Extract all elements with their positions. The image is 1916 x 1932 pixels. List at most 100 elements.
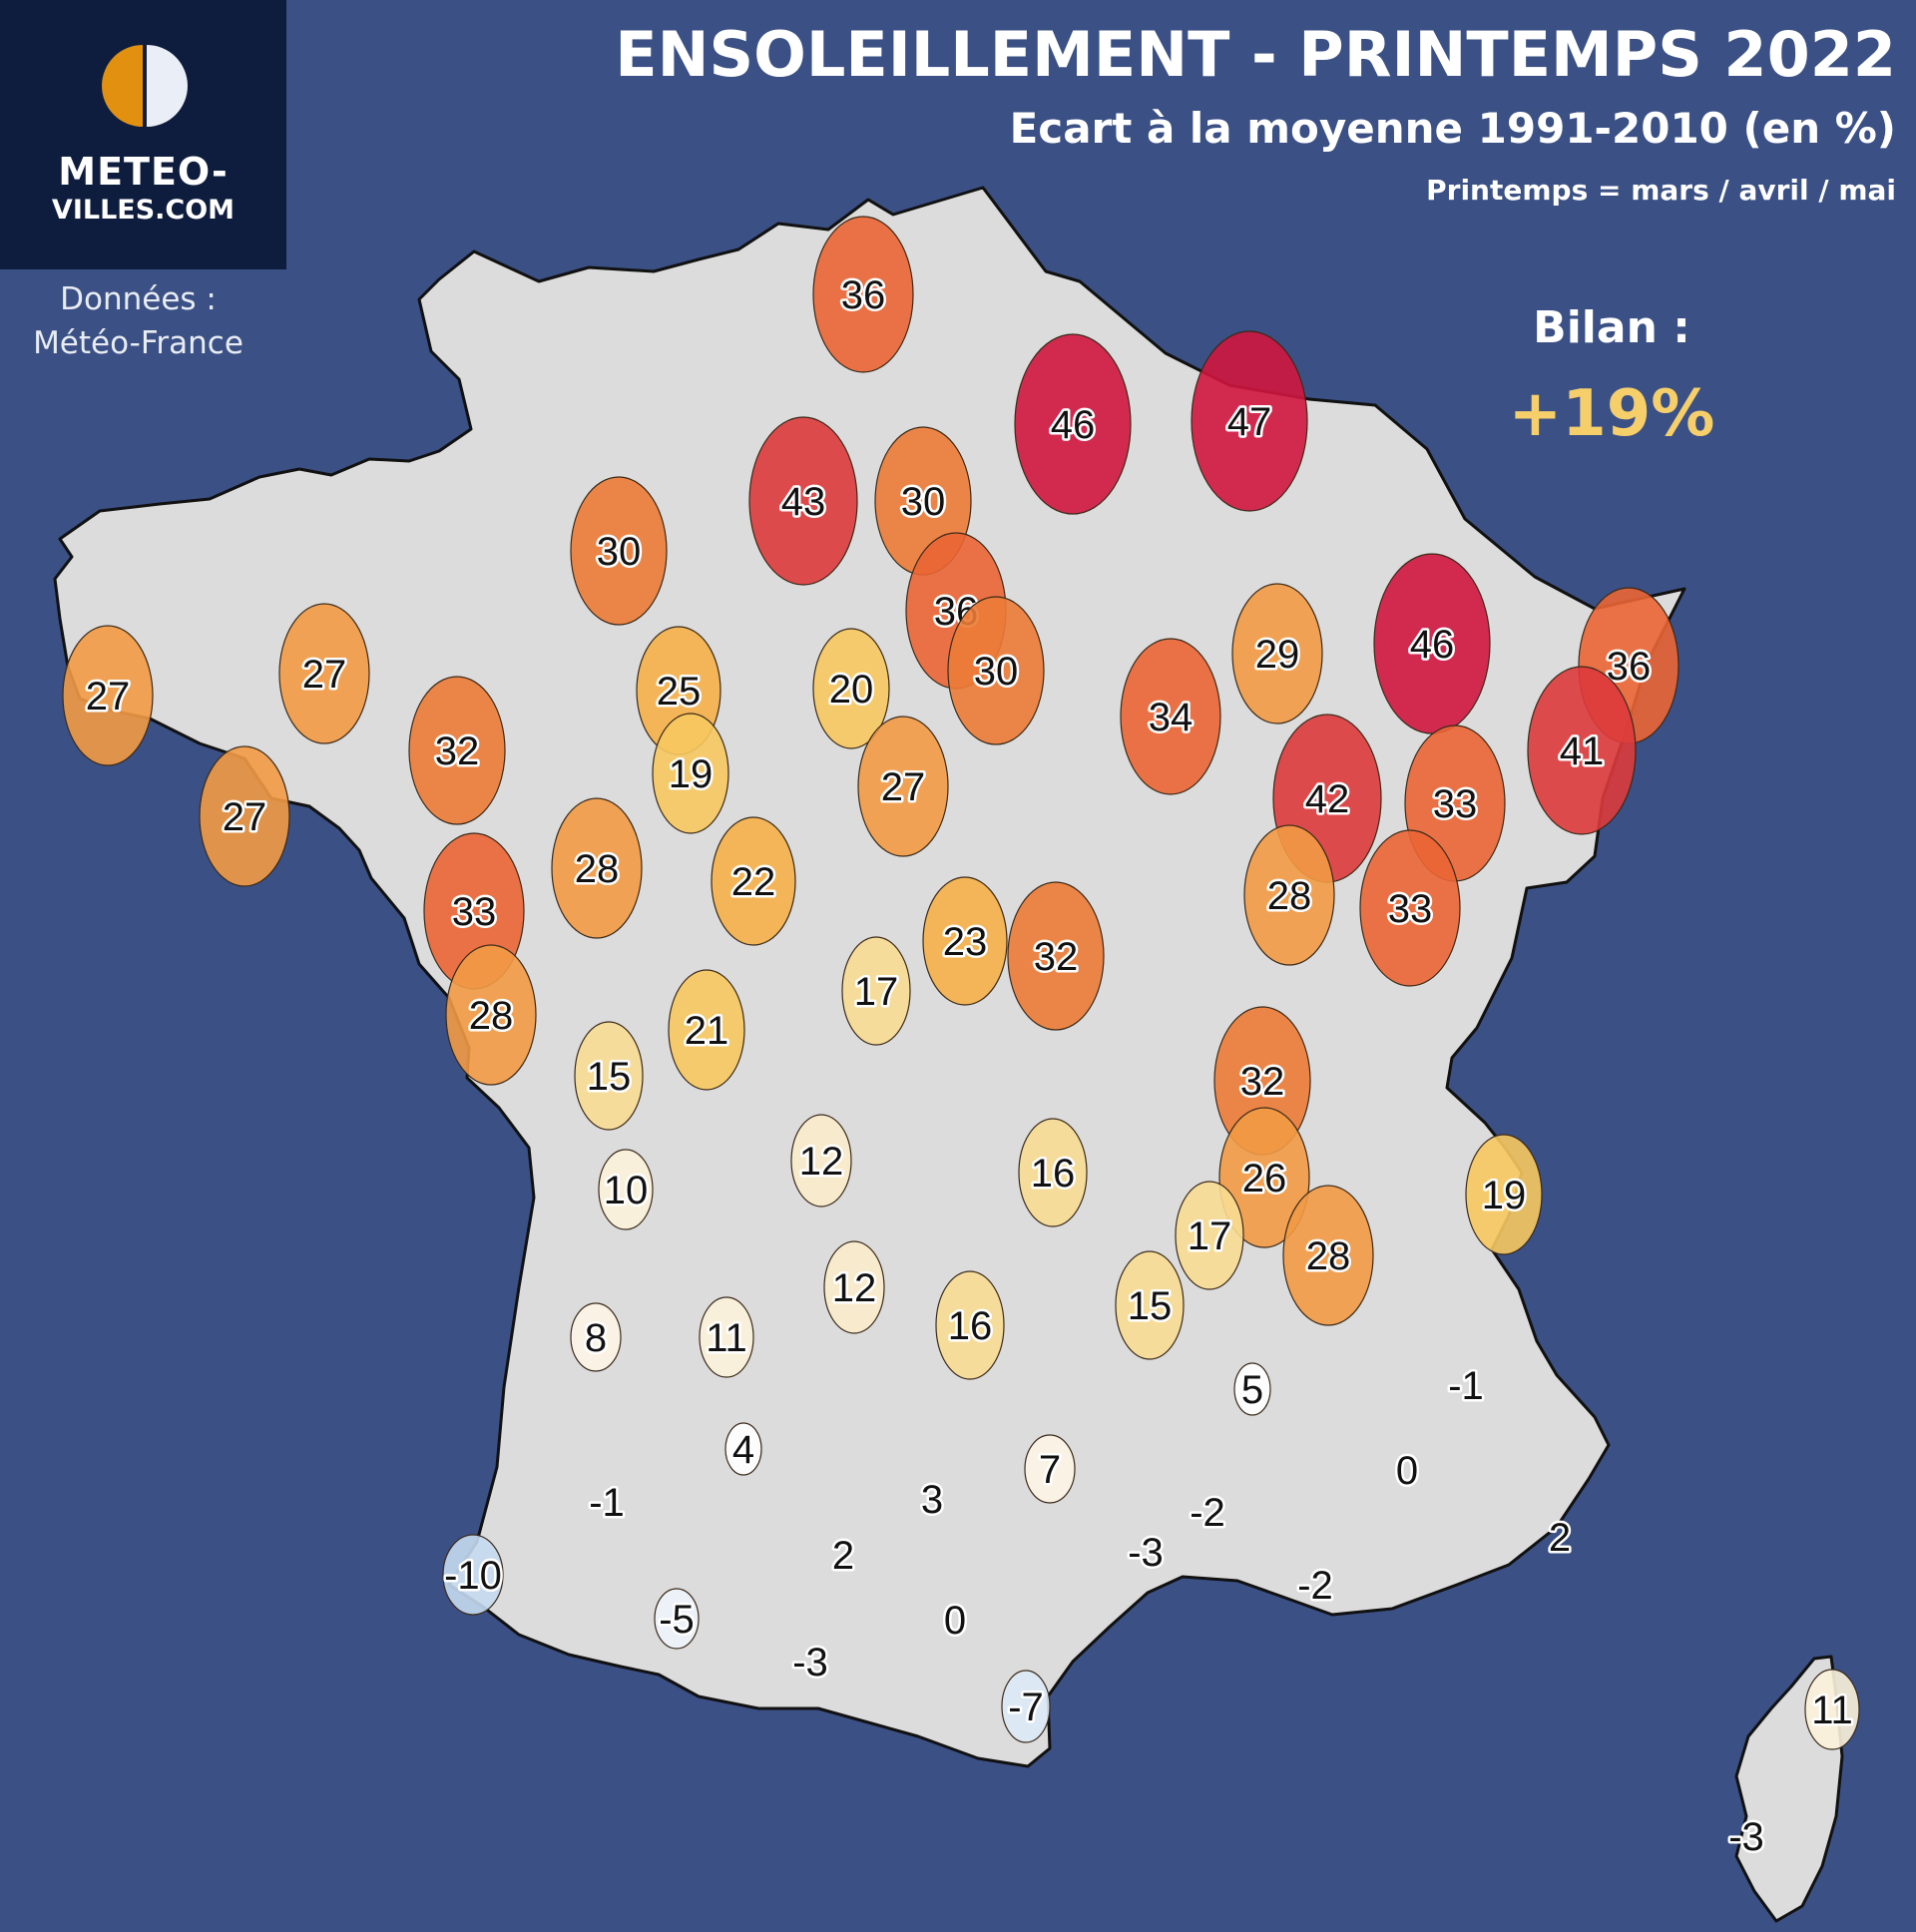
station-value: 36 — [1607, 645, 1652, 689]
station-value: 19 — [1482, 1174, 1527, 1217]
station-value: 29 — [1255, 633, 1300, 677]
station-value: 11 — [706, 1316, 747, 1360]
station-value: 27 — [302, 653, 347, 697]
station-bubble — [1014, 333, 1132, 515]
station-value: 47 — [1227, 400, 1272, 444]
station-bubble — [1001, 1670, 1051, 1743]
station-value: 30 — [974, 650, 1019, 694]
station-bubble — [1233, 1362, 1271, 1416]
station-bubble — [574, 1021, 644, 1131]
station-value: 27 — [223, 795, 267, 839]
station-bubble — [199, 745, 290, 887]
station-value: 3 — [921, 1478, 943, 1522]
station-value: 21 — [685, 1009, 729, 1053]
station-value: 17 — [854, 970, 899, 1014]
station-value: 8 — [585, 1316, 607, 1360]
station-bubble — [598, 1149, 654, 1230]
station-bubble — [812, 216, 914, 373]
source-name: Météo-France — [33, 325, 243, 361]
station-bubble — [748, 416, 858, 586]
station-value: 46 — [1410, 623, 1455, 667]
station-value: 0 — [944, 1599, 966, 1643]
station-value: 28 — [1267, 874, 1312, 918]
station-value: -7 — [1008, 1686, 1044, 1729]
station-bubble — [668, 969, 745, 1091]
summary-value: +19% — [1508, 377, 1715, 451]
station-bubble — [1282, 1185, 1374, 1326]
station-value: 22 — [731, 860, 776, 904]
station-value: 5 — [1241, 1368, 1263, 1412]
station-bubble — [823, 1240, 885, 1334]
station-value: 28 — [1306, 1234, 1351, 1278]
station-value: 30 — [597, 530, 642, 574]
station-value: 7 — [1039, 1448, 1061, 1492]
station-value: 15 — [1128, 1284, 1173, 1328]
season-note: Printemps = mars / avril / mai — [1426, 174, 1896, 207]
station-bubble — [442, 1534, 504, 1616]
station-bubble — [1218, 1107, 1310, 1248]
station-bubble — [1359, 829, 1461, 987]
station-bubble — [1465, 1134, 1543, 1255]
station-bubble — [922, 876, 1008, 1006]
station-value: 32 — [1034, 935, 1079, 979]
station-value: 32 — [1240, 1060, 1285, 1104]
station-value: 33 — [452, 890, 497, 934]
station-bubble — [551, 797, 643, 939]
sun-logo-icon — [102, 45, 188, 127]
station-value: 12 — [832, 1266, 877, 1310]
station-bubble — [408, 676, 506, 825]
station-value: 2 — [832, 1534, 854, 1578]
station-bubble — [1115, 1250, 1185, 1360]
station-bubble — [445, 944, 537, 1086]
station-value: -3 — [1728, 1815, 1764, 1859]
station-value: 4 — [732, 1428, 754, 1472]
station-value: 15 — [587, 1055, 632, 1099]
station-value: 28 — [469, 994, 514, 1038]
station-value: 42 — [1305, 777, 1350, 821]
source-label: Données : — [60, 281, 217, 317]
station-bubble — [1024, 1434, 1076, 1504]
station-bubble — [1804, 1669, 1860, 1750]
station-bubble — [1231, 583, 1323, 724]
station-value: -2 — [1297, 1564, 1333, 1608]
station-value: 25 — [657, 670, 702, 714]
station-value: 27 — [881, 765, 926, 809]
summary-label: Bilan : — [1533, 302, 1690, 353]
station-bubble — [699, 1296, 754, 1378]
station-value: 30 — [901, 480, 946, 524]
station-bubble — [62, 625, 154, 766]
station-bubble — [1175, 1181, 1244, 1290]
station-value: 16 — [948, 1304, 993, 1348]
station-value: 43 — [781, 480, 826, 524]
station-value: 19 — [669, 752, 714, 796]
station-value: 12 — [799, 1140, 844, 1184]
station-value: 16 — [1031, 1152, 1076, 1196]
station-value: 0 — [1396, 1449, 1418, 1493]
station-value: 28 — [575, 847, 620, 891]
map-title: ENSOLEILLEMENT - PRINTEMPS 2022 — [615, 18, 1896, 91]
station-bubble — [724, 1422, 762, 1476]
station-value: 26 — [1242, 1157, 1287, 1201]
station-bubble — [652, 713, 729, 834]
station-value: 41 — [1560, 729, 1605, 773]
station-value: 17 — [1188, 1214, 1232, 1258]
station-bubble — [1243, 824, 1335, 966]
station-bubble — [1191, 330, 1308, 512]
station-bubble — [947, 596, 1045, 745]
station-value: 34 — [1149, 696, 1194, 739]
station-value: 11 — [1811, 1689, 1853, 1732]
station-value: 32 — [435, 729, 480, 773]
station-value: -3 — [1128, 1531, 1164, 1575]
station-bubble — [1007, 881, 1105, 1031]
station-bubble — [841, 936, 911, 1046]
station-bubble — [812, 628, 890, 749]
station-bubble — [711, 816, 796, 946]
station-value: 46 — [1051, 403, 1096, 447]
station-bubble — [1527, 666, 1637, 835]
logo-text-line2: VILLES.COM — [51, 195, 236, 226]
station-value: 27 — [86, 675, 131, 719]
map-subtitle: Ecart à la moyenne 1991-2010 (en %) — [1009, 104, 1896, 153]
station-value: -1 — [1448, 1364, 1484, 1408]
station-bubble — [570, 476, 668, 626]
